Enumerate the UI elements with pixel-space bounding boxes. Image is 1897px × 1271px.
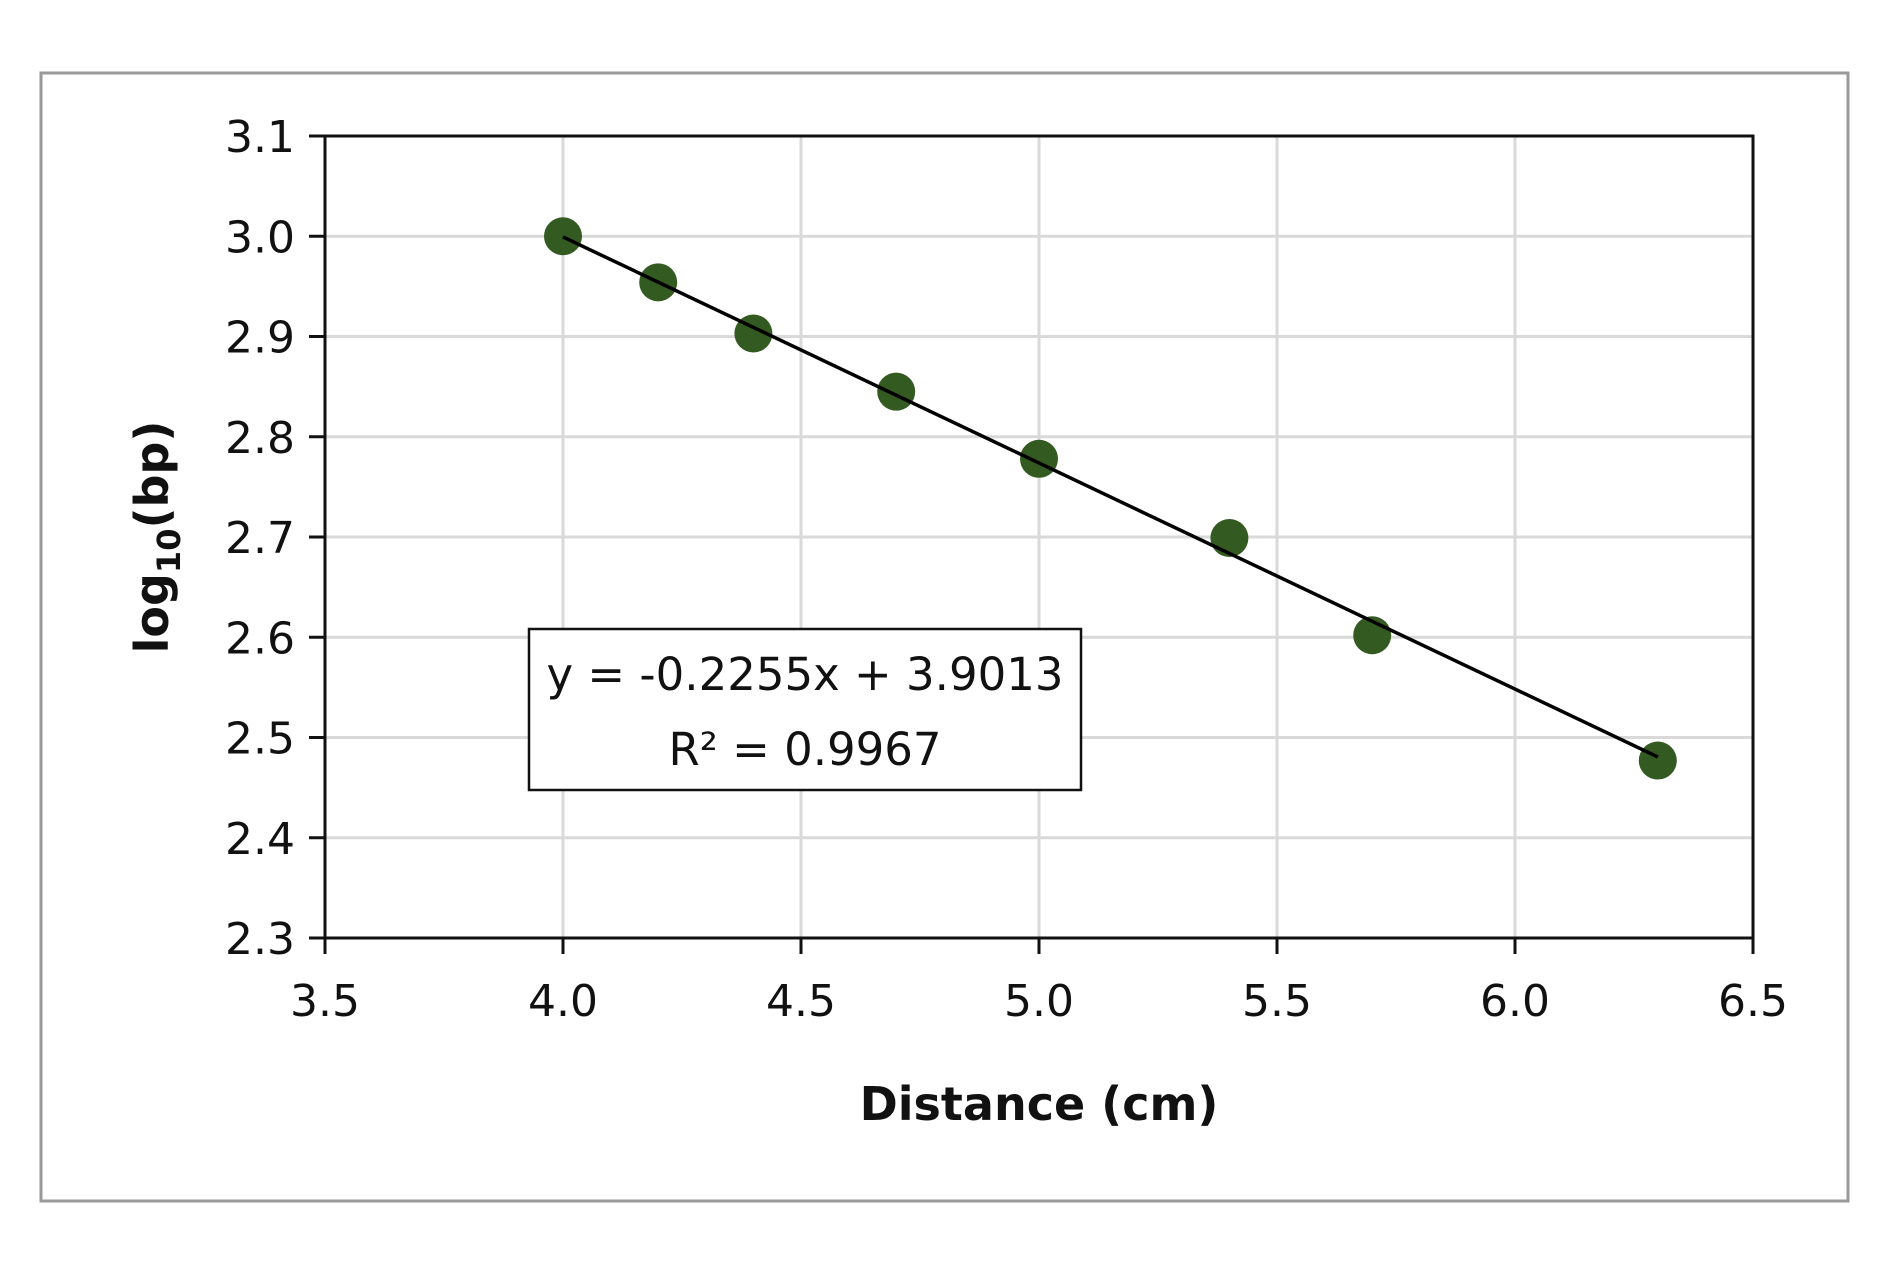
x-tick-label: 5.0 (1004, 976, 1074, 1027)
y-tick-label: 2.3 (225, 914, 295, 965)
data-point (1210, 519, 1249, 558)
data-point (1638, 741, 1677, 780)
x-tick-label: 3.5 (290, 976, 360, 1027)
y-axis-label-subscript: 10 (150, 529, 188, 574)
tick-labels: 3.5 4.0 4.5 5.0 5.5 6.0 6.5 2.3 2.4 2.5 2.6 2.7 2.8 2… (225, 112, 1788, 1027)
plot-area-border (323, 134, 1755, 940)
axes (309, 134, 1755, 954)
y-tick-label: 2.7 (225, 513, 295, 564)
y-tick-label: 2.6 (225, 613, 295, 664)
equation-box: y = -0.2255x + 3.9013 R² = 0.9967 (527, 627, 1083, 792)
y-tick-label: 2.5 (225, 714, 295, 765)
y-tick-label: 3.1 (225, 112, 295, 163)
data-series (544, 217, 1677, 780)
y-axis-label: log10(bp) (125, 421, 188, 654)
r-squared-text: R² = 0.9967 (668, 723, 941, 776)
gridlines (325, 136, 1753, 938)
x-axis-label: Distance (cm) (860, 1077, 1219, 1131)
x-tick-label: 5.5 (1242, 976, 1312, 1027)
y-tick-label: 3.0 (225, 212, 295, 263)
data-point (544, 217, 582, 256)
x-tick-label: 4.5 (766, 976, 836, 1027)
y-tick-label: 2.9 (225, 313, 295, 364)
x-tick-label: 4.0 (528, 976, 598, 1027)
trendline (562, 235, 1659, 759)
equation-text: y = -0.2255x + 3.9013 (546, 648, 1063, 701)
y-axis-label-main: log (125, 573, 179, 653)
data-point (877, 372, 916, 411)
y-tick-label: 2.4 (225, 814, 295, 865)
x-tick-label: 6.5 (1718, 976, 1788, 1027)
data-point (1020, 439, 1058, 478)
y-axis-label-tail: (bp) (125, 421, 179, 529)
x-tick-label: 6.0 (1480, 976, 1550, 1027)
y-tick-label: 2.8 (225, 413, 295, 464)
